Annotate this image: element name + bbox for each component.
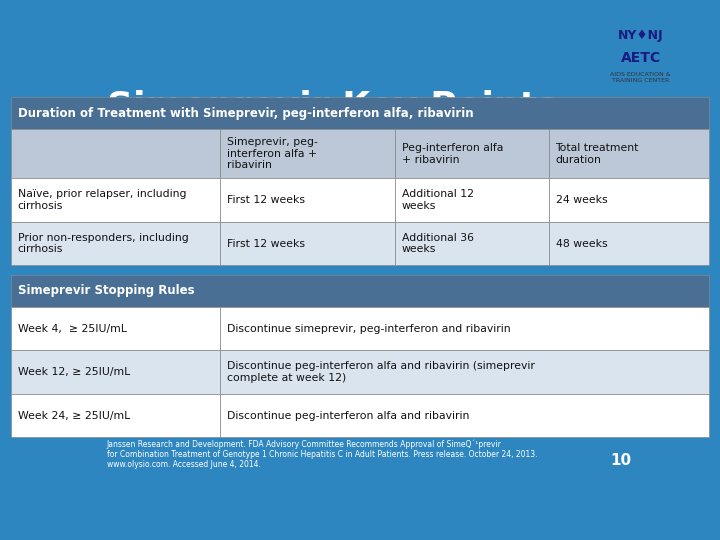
Text: Naïve, prior relapser, including
cirrhosis: Naïve, prior relapser, including cirrhos… — [18, 190, 186, 211]
FancyBboxPatch shape — [11, 350, 220, 394]
Text: NY♦NJ: NY♦NJ — [618, 29, 664, 42]
Text: Additional 36
weeks: Additional 36 weeks — [402, 233, 474, 254]
Text: Duration of Treatment with Simeprevir, peg-interferon alfa, ribavirin: Duration of Treatment with Simeprevir, p… — [18, 107, 474, 120]
FancyBboxPatch shape — [11, 178, 220, 222]
FancyBboxPatch shape — [220, 350, 709, 394]
FancyBboxPatch shape — [220, 307, 709, 350]
FancyBboxPatch shape — [11, 275, 709, 307]
Text: Discontinue peg-interferon alfa and ribavirin: Discontinue peg-interferon alfa and riba… — [228, 410, 469, 421]
Text: Discontinue peg-interferon alfa and ribavirin (simeprevir
complete at week 12): Discontinue peg-interferon alfa and riba… — [228, 361, 535, 383]
FancyBboxPatch shape — [395, 222, 549, 266]
Text: Week 24, ≥ 25IU/mL: Week 24, ≥ 25IU/mL — [18, 410, 130, 421]
Text: 48 weeks: 48 weeks — [556, 239, 607, 249]
FancyBboxPatch shape — [11, 222, 220, 266]
Text: Week 12, ≥ 25IU/mL: Week 12, ≥ 25IU/mL — [18, 367, 130, 377]
Text: First 12 weeks: First 12 weeks — [228, 195, 305, 205]
Text: Simeprevir Stopping Rules: Simeprevir Stopping Rules — [18, 285, 194, 298]
Text: Prior non-responders, including
cirrhosis: Prior non-responders, including cirrhosi… — [18, 233, 189, 254]
FancyBboxPatch shape — [220, 222, 395, 266]
Text: Total treatment
duration: Total treatment duration — [556, 143, 639, 165]
FancyBboxPatch shape — [395, 130, 549, 178]
Text: Janssen Research and Development. FDA Advisory Committee Recommends Approval of : Janssen Research and Development. FDA Ad… — [107, 439, 537, 469]
Text: Additional 12
weeks: Additional 12 weeks — [402, 190, 474, 211]
FancyBboxPatch shape — [220, 130, 395, 178]
Text: AIDS EDUCATION &
TRAINING CENTER: AIDS EDUCATION & TRAINING CENTER — [611, 72, 671, 83]
FancyBboxPatch shape — [11, 97, 709, 130]
Text: Simeprevir, peg-
interferon alfa +
ribavirin: Simeprevir, peg- interferon alfa + ribav… — [228, 137, 318, 171]
FancyBboxPatch shape — [549, 130, 709, 178]
FancyBboxPatch shape — [11, 130, 220, 178]
FancyBboxPatch shape — [11, 394, 220, 437]
FancyBboxPatch shape — [11, 307, 220, 350]
FancyBboxPatch shape — [220, 394, 709, 437]
FancyBboxPatch shape — [220, 178, 395, 222]
FancyBboxPatch shape — [549, 222, 709, 266]
Text: First 12 weeks: First 12 weeks — [228, 239, 305, 249]
Text: Simeprevir Key Points: Simeprevir Key Points — [107, 90, 558, 124]
Text: Discontinue simeprevir, peg-interferon and ribavirin: Discontinue simeprevir, peg-interferon a… — [228, 323, 511, 334]
Text: 24 weeks: 24 weeks — [556, 195, 607, 205]
FancyBboxPatch shape — [549, 178, 709, 222]
FancyBboxPatch shape — [395, 178, 549, 222]
Text: 10: 10 — [610, 453, 631, 468]
Text: Peg-interferon alfa
+ ribavirin: Peg-interferon alfa + ribavirin — [402, 143, 503, 165]
Text: Week 4,  ≥ 25IU/mL: Week 4, ≥ 25IU/mL — [18, 323, 127, 334]
Text: AETC: AETC — [621, 51, 661, 65]
